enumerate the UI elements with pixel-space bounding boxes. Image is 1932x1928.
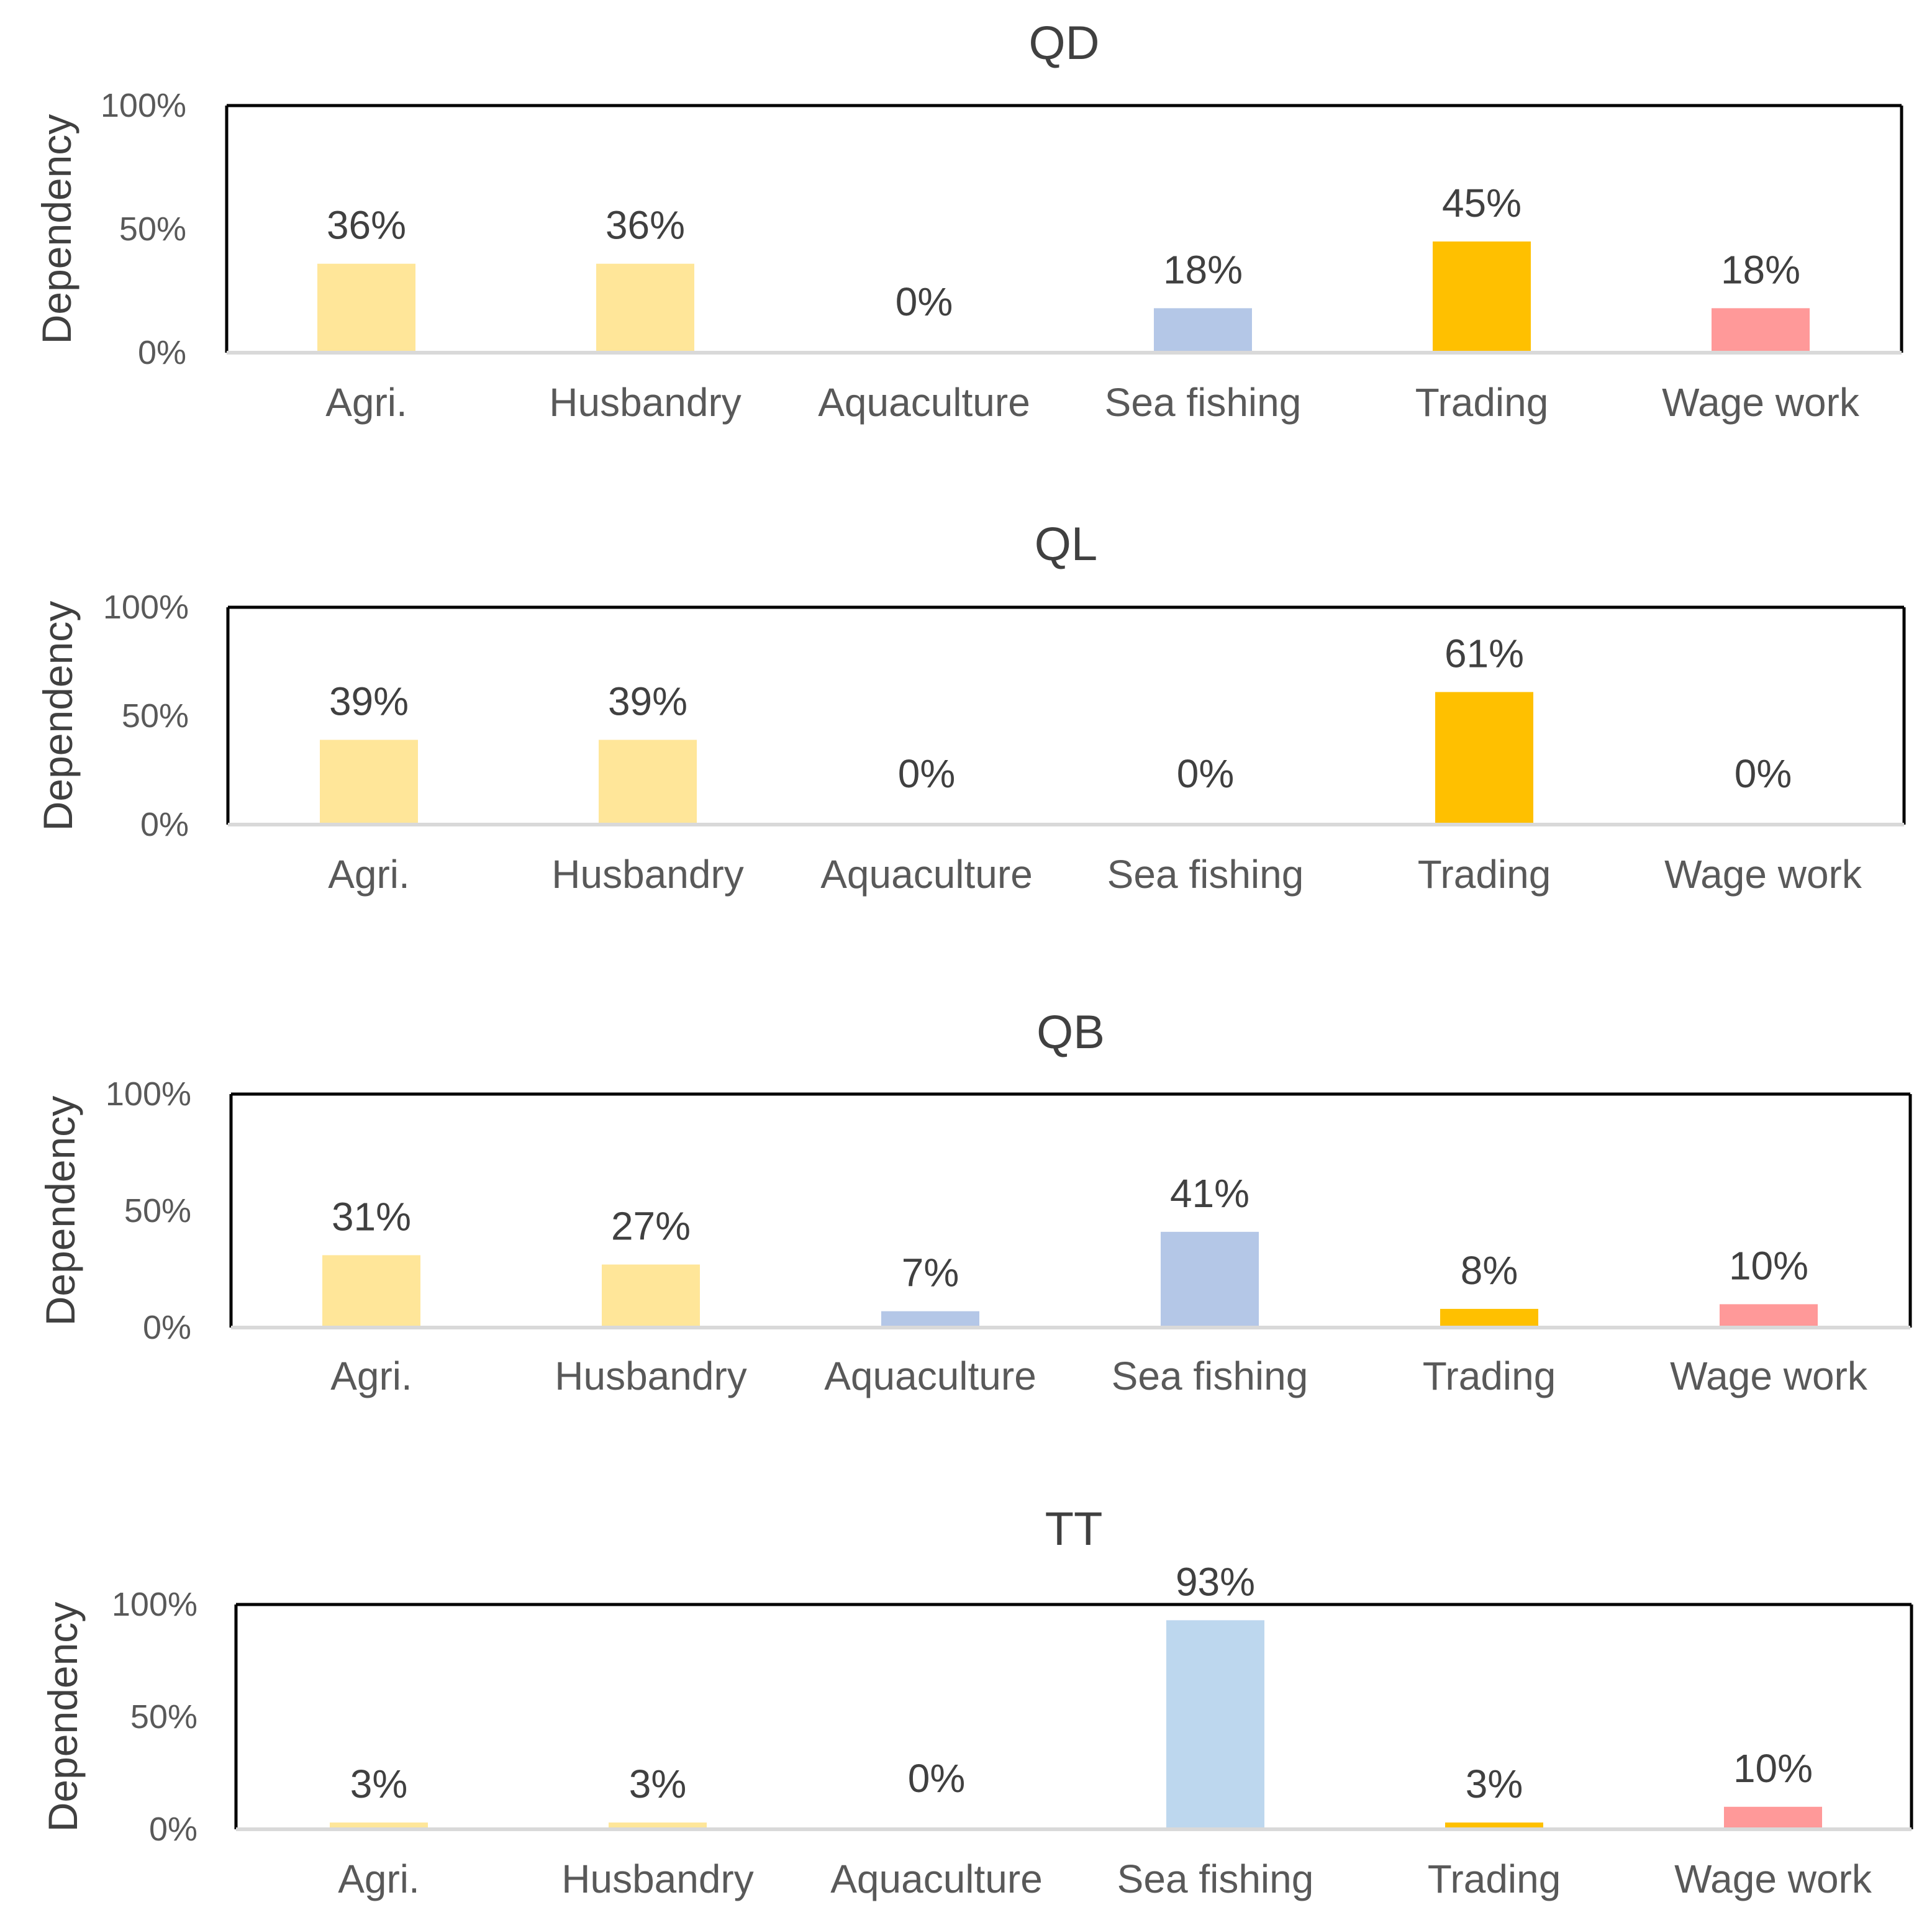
chart-title: QL	[1035, 518, 1097, 571]
data-label: 39%	[329, 679, 409, 724]
bar	[330, 1822, 428, 1829]
data-label: 10%	[1733, 1746, 1813, 1791]
data-label: 36%	[327, 203, 406, 248]
data-label: 27%	[611, 1203, 691, 1248]
category-label: Wage work	[1662, 380, 1860, 425]
category-label: Aquaculture	[820, 852, 1033, 897]
category-label: Trading	[1415, 380, 1549, 425]
category-label: Trading	[1423, 1354, 1556, 1398]
bar	[599, 740, 697, 825]
data-label: 45%	[1442, 181, 1522, 225]
category-label: Aquaculture	[824, 1354, 1036, 1398]
bar	[320, 740, 418, 825]
data-label: 18%	[1163, 247, 1243, 292]
bar	[602, 1264, 700, 1328]
y-tick-label: 0%	[138, 334, 186, 371]
bar	[1445, 1822, 1543, 1829]
y-tick-label: 0%	[143, 1309, 191, 1346]
bar	[1433, 241, 1531, 353]
data-label: 3%	[629, 1762, 687, 1806]
data-label: 0%	[1735, 751, 1792, 796]
chart-title: QB	[1036, 1006, 1105, 1059]
y-axis-title: Dependency	[37, 1096, 83, 1326]
chart-title: QD	[1029, 17, 1100, 70]
category-label: Agri.	[328, 852, 410, 897]
bar	[322, 1255, 420, 1328]
y-tick-label: 100%	[101, 87, 186, 124]
data-label: 18%	[1721, 247, 1800, 292]
y-axis-title: Dependency	[35, 601, 81, 831]
bar	[1154, 308, 1252, 353]
y-axis-title: Dependency	[40, 1602, 86, 1832]
data-label: 61%	[1444, 631, 1524, 676]
category-label: Wage work	[1664, 852, 1862, 897]
data-label: 0%	[908, 1756, 966, 1801]
data-label: 31%	[332, 1194, 411, 1239]
category-label: Sea fishing	[1117, 1857, 1314, 1901]
category-label: Agri.	[325, 380, 407, 425]
category-label: Husbandry	[549, 380, 742, 425]
y-tick-label: 100%	[112, 1586, 197, 1623]
bar	[881, 1311, 979, 1328]
data-label: 3%	[1466, 1762, 1523, 1806]
y-axis-title: Dependency	[34, 114, 79, 345]
chart-panel-tt: TT 0% 50% 100% Dependency 3% Agri. 3% Husbandry 0…	[40, 1503, 1913, 1901]
chart-panel-ql: QL 0% 50% 100% Dependency 39% Agri. 39% Husbandr…	[35, 518, 1906, 897]
y-tick-label: 50%	[119, 210, 186, 248]
category-label: Trading	[1428, 1857, 1561, 1901]
data-label: 41%	[1170, 1171, 1249, 1216]
y-tick-label: 50%	[124, 1192, 191, 1229]
bar	[1166, 1620, 1264, 1829]
bar	[1724, 1806, 1822, 1829]
category-label: Husbandry	[551, 852, 744, 897]
data-label: 3%	[350, 1762, 408, 1806]
category-label: Husbandry	[555, 1354, 747, 1398]
data-label: 8%	[1461, 1248, 1518, 1293]
bar	[1712, 308, 1810, 353]
y-tick-label: 0%	[149, 1811, 197, 1848]
y-tick-label: 100%	[103, 589, 189, 626]
data-label: 93%	[1176, 1559, 1255, 1604]
y-tick-label: 100%	[106, 1075, 191, 1113]
data-label: 10%	[1729, 1243, 1808, 1288]
category-label: Trading	[1418, 852, 1551, 897]
data-label: 7%	[902, 1251, 959, 1295]
category-label: Agri.	[338, 1857, 420, 1901]
bar	[1435, 692, 1533, 825]
category-label: Agri.	[330, 1354, 412, 1398]
category-label: Sea fishing	[1107, 852, 1304, 897]
bar	[1161, 1231, 1259, 1328]
bar	[317, 263, 415, 353]
bar	[1720, 1304, 1818, 1328]
chart-title: TT	[1045, 1503, 1103, 1555]
category-label: Sea fishing	[1112, 1354, 1308, 1398]
bar	[1440, 1308, 1538, 1328]
category-label: Wage work	[1670, 1354, 1868, 1398]
data-label: 0%	[1177, 751, 1235, 796]
data-label: 0%	[898, 751, 956, 796]
category-label: Wage work	[1674, 1857, 1872, 1901]
y-tick-label: 50%	[122, 697, 189, 735]
category-label: Aquaculture	[830, 1857, 1043, 1901]
data-label: 36%	[605, 203, 685, 248]
chart-panel-qb: QB 0% 50% 100% Dependency 31% Agri. 27% Husbandr…	[37, 1006, 1912, 1398]
bar	[596, 263, 694, 353]
data-label: 39%	[608, 679, 687, 724]
chart-panel-qd: QD 0% 50% 100% Dependency 36% Agri. 36% Husbandr…	[34, 17, 1903, 425]
category-label: Aquaculture	[818, 380, 1030, 425]
data-label: 0%	[896, 279, 953, 324]
y-tick-label: 50%	[130, 1698, 197, 1736]
category-label: Husbandry	[561, 1857, 754, 1901]
y-tick-label: 0%	[140, 806, 189, 843]
category-label: Sea fishing	[1105, 380, 1302, 425]
bar	[609, 1822, 707, 1829]
